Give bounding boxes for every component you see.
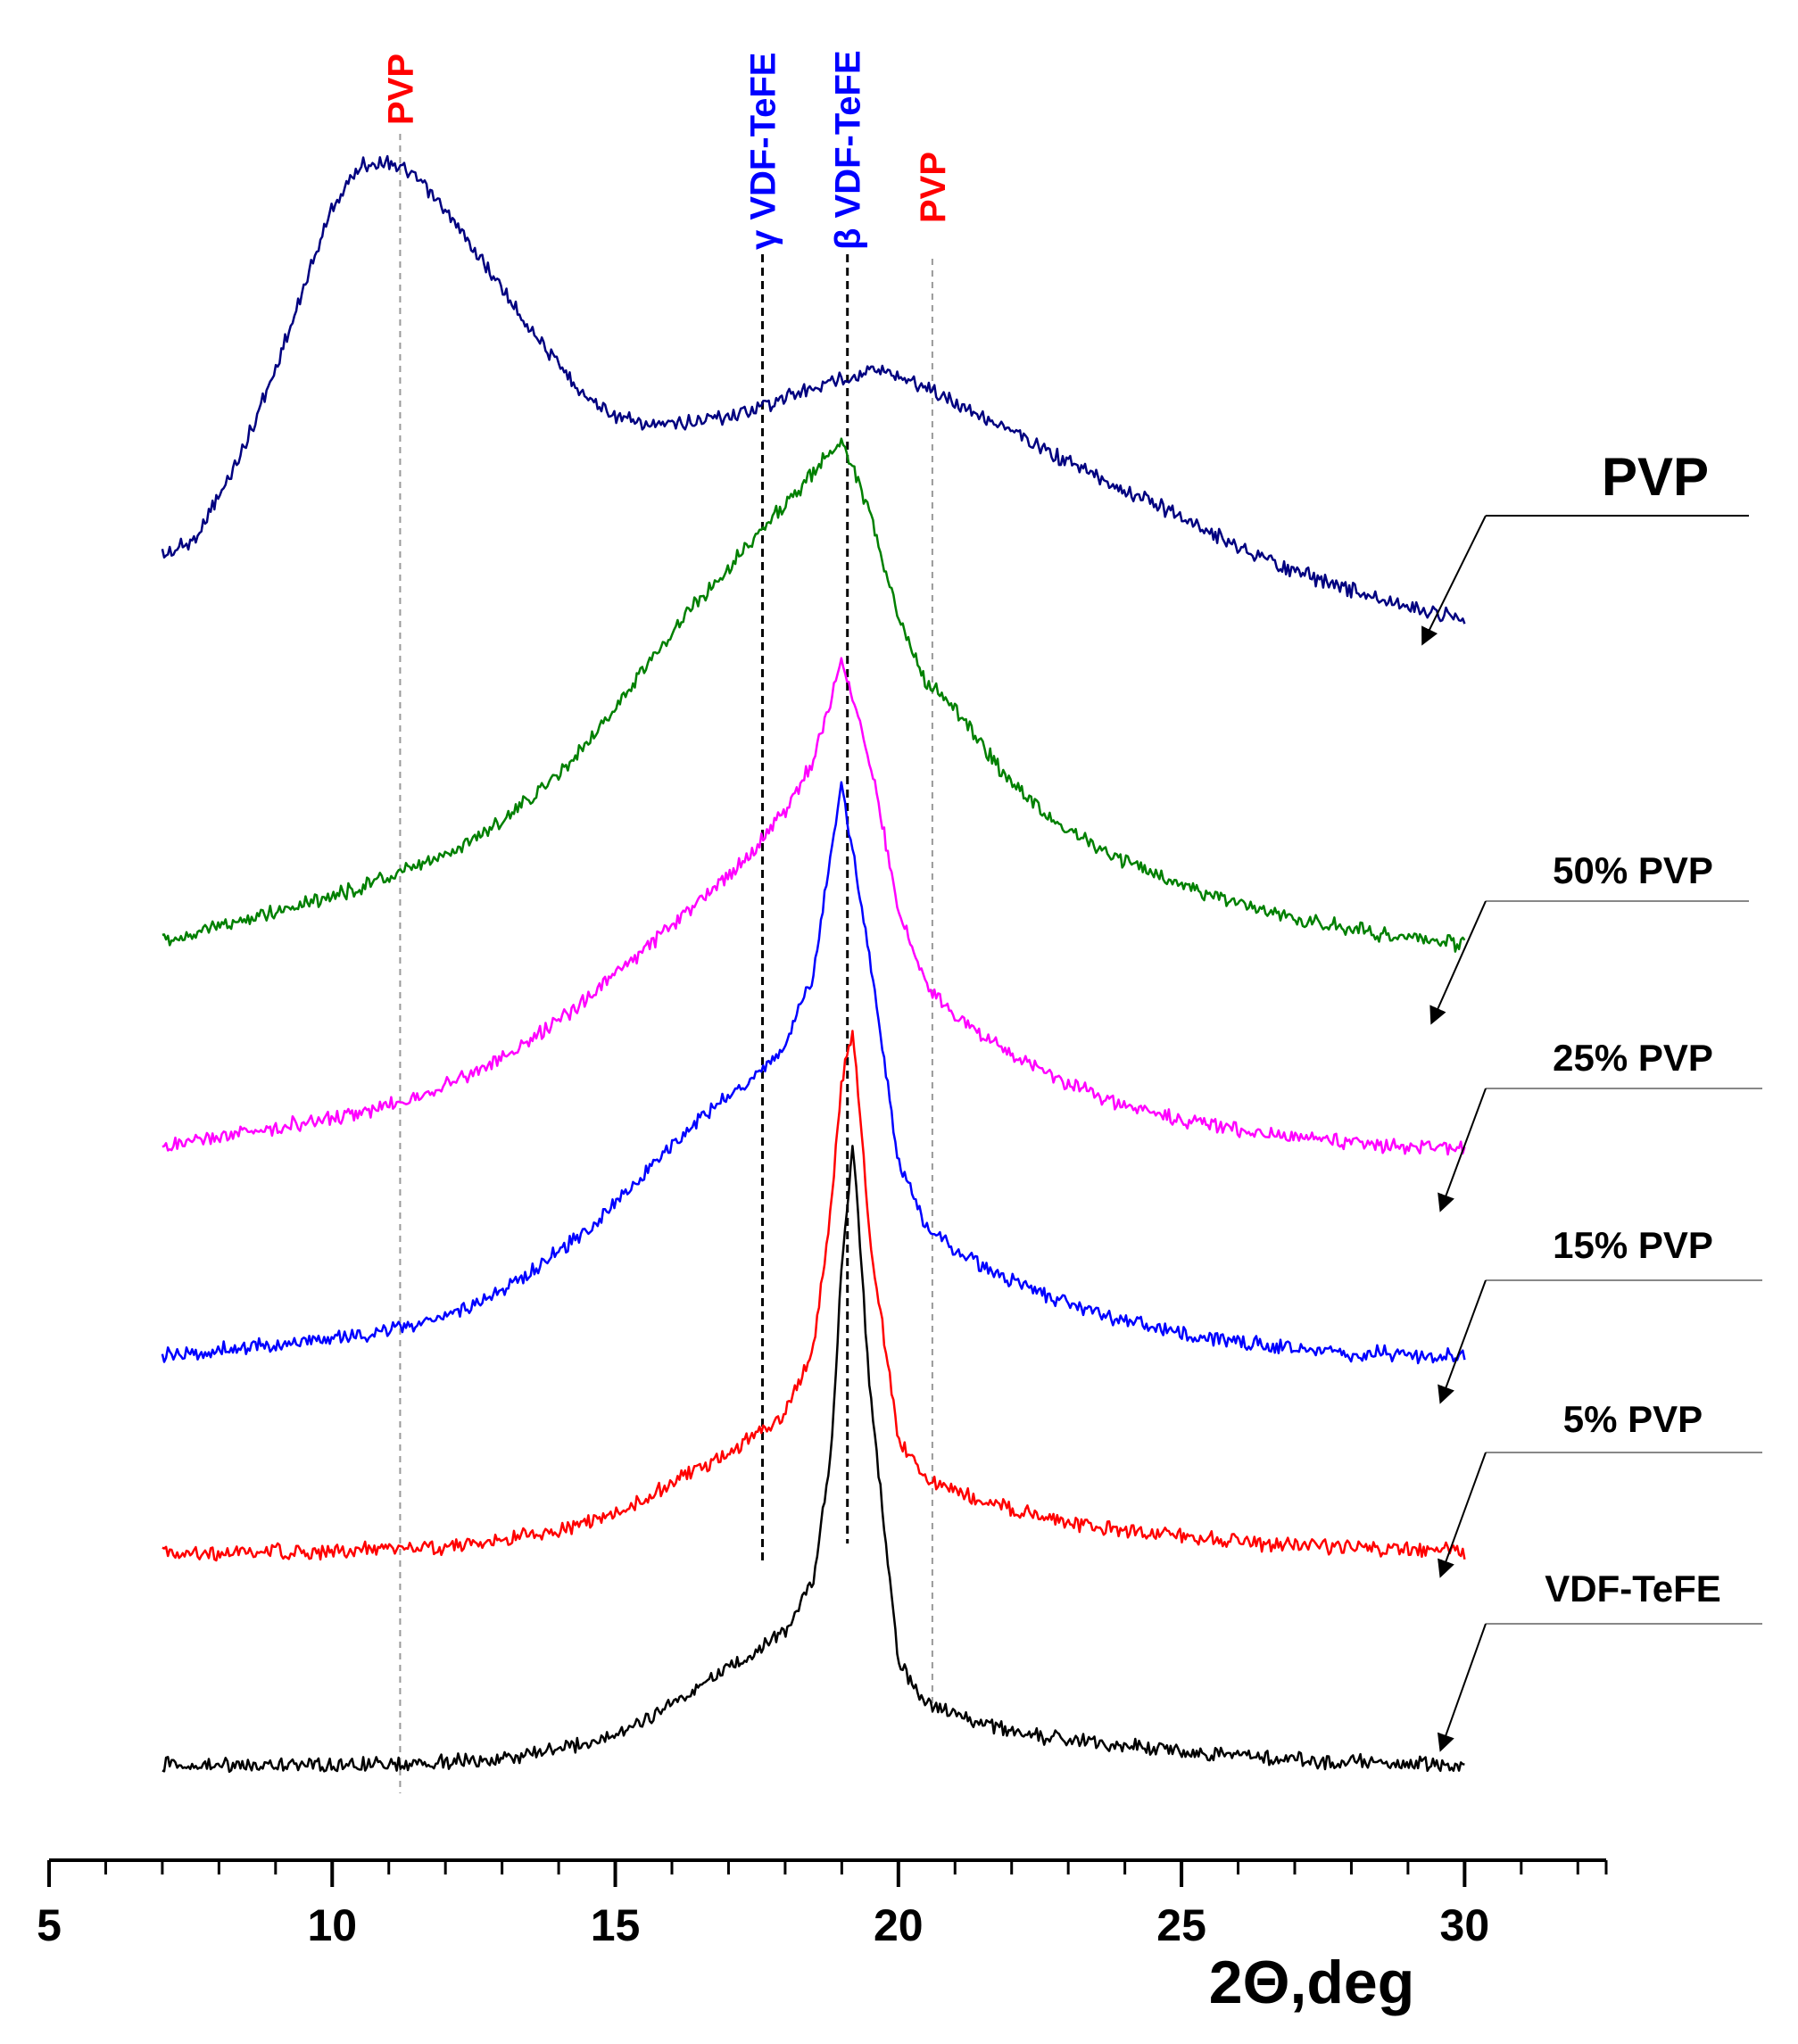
- x-axis: 5 10 15 20 25 30: [37, 1858, 1608, 1950]
- reference-line-label: PVP: [914, 152, 953, 223]
- legend-label: PVP: [1602, 447, 1709, 507]
- legend-arrow: [1437, 1623, 1487, 1752]
- series-line-50-pvp: [162, 437, 1466, 953]
- series-layer: [161, 154, 1466, 1774]
- legend-arrow: [1438, 1279, 1487, 1404]
- legend-arrow: [1421, 515, 1487, 646]
- x-tick-label: 20: [874, 1900, 924, 1950]
- legend-arrow: [1438, 1452, 1487, 1578]
- x-tick-label: 15: [591, 1900, 641, 1950]
- series-line-vdf-tefe: [162, 1145, 1465, 1774]
- legend-arrow: [1429, 900, 1487, 1025]
- legend-label: 50% PVP: [1553, 849, 1713, 891]
- legend-layer: PVP 50% PVP 25% PVP 15% PVP 5% PVP VDF-TeFE: [1421, 447, 1762, 1752]
- x-tick-label: 30: [1440, 1900, 1490, 1950]
- reference-line-label: β VDF-TeFE: [829, 50, 868, 250]
- reference-line-label: γ VDF-TeFE: [744, 52, 783, 250]
- legend-arrow: [1438, 1088, 1487, 1212]
- legend-label: 15% PVP: [1553, 1224, 1713, 1266]
- x-axis-label: 2Θ,deg: [1209, 1949, 1415, 2016]
- reference-line-label: PVP: [381, 54, 420, 125]
- series-line-5-pvp: [162, 1030, 1466, 1562]
- series-line-25-pvp: [162, 657, 1466, 1156]
- reference-lines-layer: PVP γ VDF-TeFE β VDF-TeFE PVP: [381, 50, 953, 1793]
- series-line-pvp: [161, 154, 1466, 625]
- legend-label: 5% PVP: [1563, 1398, 1703, 1440]
- series-line-15-pvp: [161, 781, 1466, 1365]
- x-tick-label: 5: [37, 1900, 62, 1950]
- x-tick-label: 25: [1156, 1900, 1206, 1950]
- legend-label: VDF-TeFE: [1545, 1568, 1721, 1610]
- legend-label: 25% PVP: [1553, 1037, 1713, 1079]
- x-tick-label: 10: [307, 1900, 357, 1950]
